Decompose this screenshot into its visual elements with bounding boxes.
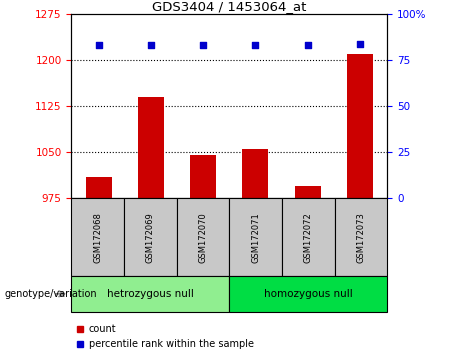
Bar: [295, 186, 321, 198]
Point: [304, 42, 311, 48]
Bar: [229, 276, 387, 312]
Title: GDS3404 / 1453064_at: GDS3404 / 1453064_at: [152, 0, 307, 13]
Text: genotype/variation: genotype/variation: [5, 289, 97, 299]
Point: [148, 42, 155, 48]
Bar: [229, 198, 282, 276]
Point: [356, 41, 364, 46]
Text: GSM172069: GSM172069: [146, 212, 155, 263]
Legend: count, percentile rank within the sample: count, percentile rank within the sample: [77, 324, 254, 349]
Bar: [242, 149, 268, 198]
Text: GSM172071: GSM172071: [251, 212, 260, 263]
Bar: [347, 54, 373, 198]
Point: [252, 42, 259, 48]
Bar: [86, 177, 112, 198]
Text: GSM172073: GSM172073: [356, 212, 366, 263]
Text: GSM172072: GSM172072: [304, 212, 313, 263]
Bar: [177, 198, 229, 276]
Bar: [190, 155, 216, 198]
Bar: [124, 198, 177, 276]
Point: [95, 42, 102, 48]
Point: [200, 42, 207, 48]
Bar: [335, 198, 387, 276]
Text: hetrozygous null: hetrozygous null: [107, 289, 194, 299]
Bar: [282, 198, 335, 276]
Bar: [71, 276, 229, 312]
Bar: [138, 97, 164, 198]
Text: GSM172068: GSM172068: [93, 212, 102, 263]
Text: homozygous null: homozygous null: [264, 289, 353, 299]
Bar: [71, 198, 124, 276]
Text: GSM172070: GSM172070: [199, 212, 207, 263]
